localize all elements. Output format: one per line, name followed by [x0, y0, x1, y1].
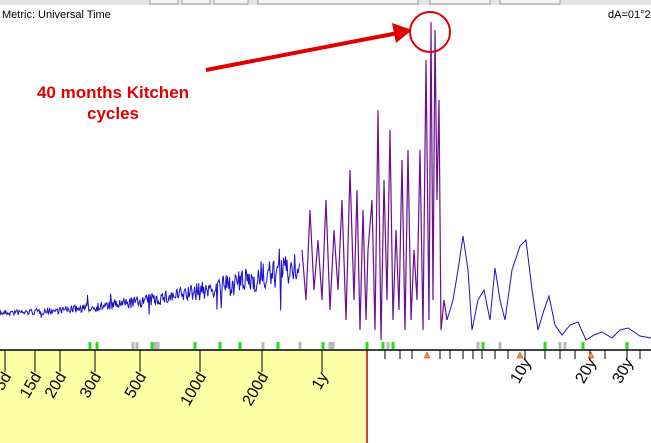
- spectrum: [0, 21, 651, 341]
- green-marker: [276, 342, 280, 349]
- green-marker: [625, 342, 629, 349]
- green-marker: [381, 342, 385, 349]
- green-marker: [95, 342, 99, 349]
- annotation-line: cycles: [87, 104, 139, 123]
- annotation: 40 months Kitchen cycles: [37, 11, 451, 123]
- metric-label: Metric: Universal Time: [2, 9, 111, 21]
- gray-marker: [476, 342, 480, 349]
- gray-marker: [298, 342, 302, 349]
- green-marker: [321, 342, 325, 349]
- spectrum-peaks: [301, 21, 448, 341]
- green-marker: [218, 342, 222, 349]
- arrow-head: [392, 23, 412, 43]
- highlight-circle: [409, 11, 451, 53]
- triangle-marker: [516, 351, 524, 359]
- highlight-zone: [0, 350, 367, 443]
- markers: [88, 342, 629, 359]
- gray-marker: [331, 342, 335, 349]
- gray-marker: [386, 342, 390, 349]
- gray-marker: [156, 342, 160, 349]
- gray-marker: [131, 342, 135, 349]
- arrow-shaft: [205, 31, 399, 72]
- gray-marker: [261, 342, 265, 349]
- gray-marker: [563, 342, 567, 349]
- toolbar-buttons: [149, 0, 561, 5]
- spectrum-waves: [446, 235, 651, 341]
- gray-marker: [135, 342, 139, 349]
- green-marker: [543, 342, 547, 349]
- annotation-line: 40 months Kitchen: [37, 83, 189, 102]
- gray-marker: [153, 342, 157, 349]
- green-marker: [391, 342, 395, 349]
- gray-marker: [328, 342, 332, 349]
- angle-label: dA=01°29: [608, 9, 651, 21]
- spectrum-noise: [0, 248, 301, 318]
- green-marker: [238, 342, 242, 349]
- green-marker: [481, 342, 485, 349]
- green-marker: [88, 342, 92, 349]
- green-marker: [193, 342, 197, 349]
- gray-marker: [558, 342, 562, 349]
- gray-marker: [498, 342, 502, 349]
- triangle-marker: [423, 351, 431, 359]
- axis-label: 1y: [309, 370, 332, 393]
- green-marker: [581, 342, 585, 349]
- green-marker: [365, 342, 369, 349]
- triangle-marker: [587, 351, 595, 359]
- green-marker: [150, 342, 154, 349]
